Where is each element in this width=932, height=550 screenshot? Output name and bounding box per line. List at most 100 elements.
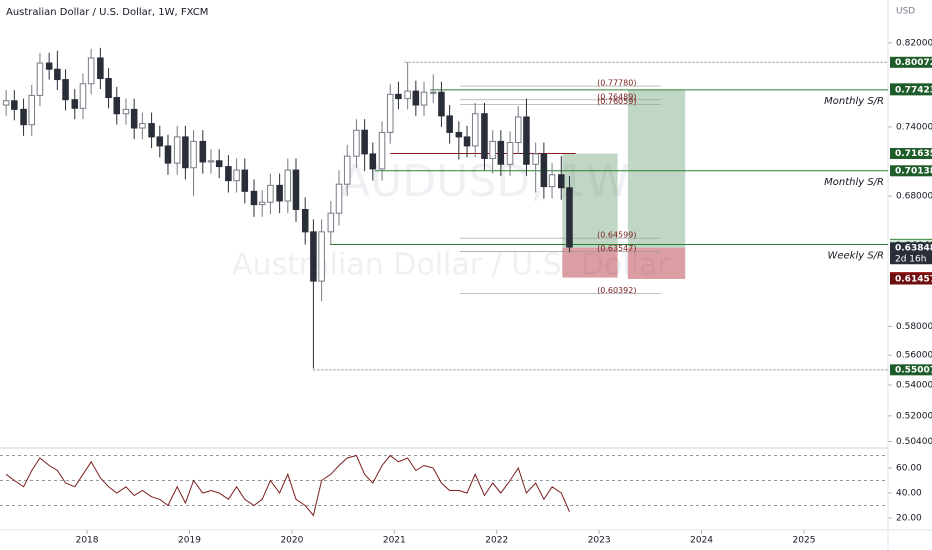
candle-body bbox=[429, 91, 437, 94]
candle-body bbox=[139, 123, 146, 129]
candle-body bbox=[548, 174, 556, 188]
candle-body bbox=[446, 115, 453, 133]
fib-label: (0.60392) bbox=[597, 286, 636, 295]
x-tick-label: 2018 bbox=[76, 536, 99, 546]
fib-label: (0.63547) bbox=[597, 244, 636, 253]
candle-body bbox=[514, 116, 522, 144]
candle-body bbox=[471, 113, 479, 147]
candle-body bbox=[54, 68, 61, 81]
x-tick-label: 2024 bbox=[690, 536, 713, 546]
x-tick-label: 2019 bbox=[178, 536, 201, 546]
candle-body bbox=[164, 145, 172, 164]
rsi-line bbox=[5, 454, 570, 517]
candle-body bbox=[404, 90, 411, 100]
position-loss bbox=[627, 247, 686, 280]
price-tag bbox=[890, 56, 932, 68]
candle-body bbox=[506, 142, 514, 165]
x-tick-label: 2025 bbox=[793, 536, 816, 546]
candle-body bbox=[558, 174, 565, 189]
y-tick-label: 0.52000 bbox=[896, 411, 932, 421]
candle-body bbox=[215, 160, 223, 168]
x-tick-label: 2023 bbox=[588, 536, 611, 546]
fib-label: (0.77780) bbox=[597, 79, 636, 88]
rsi-tick-label: 20.00 bbox=[896, 514, 922, 524]
position-profit bbox=[627, 89, 686, 248]
candle-body bbox=[2, 100, 10, 106]
y-tick-label: 0.58000 bbox=[896, 322, 932, 332]
price-tag-label: 0.61457 bbox=[895, 275, 932, 285]
candle-body bbox=[148, 123, 155, 138]
candle-body bbox=[190, 140, 197, 169]
candle-body bbox=[182, 136, 189, 169]
candle-body bbox=[438, 91, 445, 117]
y-tick-label: 0.54000 bbox=[896, 380, 932, 390]
candle-body bbox=[463, 136, 471, 147]
candle-body bbox=[276, 184, 283, 202]
price-tag-label: 0.71635 bbox=[895, 149, 932, 159]
candle-body bbox=[318, 231, 325, 282]
y-tick-label: 0.74000 bbox=[896, 122, 932, 132]
candle-body bbox=[105, 78, 112, 99]
candle-body bbox=[292, 169, 300, 211]
candle-body bbox=[566, 187, 573, 248]
candle-body bbox=[335, 183, 343, 214]
candle-body bbox=[481, 113, 488, 159]
candle-body bbox=[353, 129, 360, 157]
rsi-tick-label: 60.00 bbox=[896, 464, 922, 474]
candle-body bbox=[395, 93, 402, 100]
price-tag-label: 0.63848 bbox=[895, 243, 932, 253]
candle-body bbox=[310, 231, 317, 282]
candle-body bbox=[412, 90, 420, 106]
candle-body bbox=[301, 209, 309, 233]
candle-body bbox=[532, 153, 539, 165]
candle-body bbox=[225, 166, 232, 182]
price-tag bbox=[890, 364, 932, 376]
candle-body bbox=[62, 79, 69, 101]
candle-body bbox=[489, 140, 496, 159]
price-tag-label: 0.70138 bbox=[895, 166, 932, 176]
candle-body bbox=[71, 99, 79, 109]
sr-label: Monthly S/R bbox=[824, 96, 884, 107]
candle-body bbox=[523, 116, 530, 165]
price-tag bbox=[890, 147, 932, 159]
fib-label: (0.76059) bbox=[597, 97, 636, 106]
price-tag-label: 0.77423 bbox=[895, 85, 932, 95]
candle-body bbox=[36, 62, 44, 96]
candle-body bbox=[378, 131, 386, 170]
candle-body bbox=[79, 83, 87, 109]
candle-body bbox=[250, 190, 258, 206]
price-tag-label: 0.80072 bbox=[895, 58, 932, 68]
y-tick-label: 0.56000 bbox=[896, 351, 932, 361]
candle-body bbox=[420, 91, 428, 106]
candle-body bbox=[327, 212, 335, 233]
watermark-name: Australian Dollar / U.S. Dollar bbox=[232, 248, 670, 283]
candle-body bbox=[87, 57, 95, 85]
sr-label: Weekly S/R bbox=[827, 251, 884, 262]
candle-body bbox=[207, 160, 215, 163]
candle-body bbox=[28, 94, 36, 126]
candle-body bbox=[386, 93, 394, 133]
candle-body bbox=[122, 108, 130, 115]
candle-body bbox=[11, 100, 18, 110]
candle-body bbox=[233, 169, 240, 182]
x-tick-label: 2022 bbox=[485, 536, 508, 546]
sr-label: Monthly S/R bbox=[824, 177, 884, 188]
candle-body bbox=[199, 140, 207, 163]
candle-body bbox=[97, 57, 104, 80]
currency: USD bbox=[896, 7, 915, 17]
candle-body bbox=[241, 169, 249, 192]
candle-body bbox=[267, 184, 274, 203]
candle-body bbox=[540, 153, 548, 188]
y-tick-label: 0.68000 bbox=[896, 192, 932, 202]
x-tick-label: 2021 bbox=[383, 536, 406, 546]
candle-body bbox=[20, 108, 27, 126]
rsi-tick-label: 40.00 bbox=[896, 489, 922, 499]
candle-body bbox=[343, 155, 351, 185]
position-loss bbox=[562, 247, 618, 278]
price-tag bbox=[890, 165, 932, 177]
price-tag-label: 0.55007 bbox=[895, 365, 932, 375]
price-countdown: 2d 16h bbox=[895, 254, 926, 264]
candle-body bbox=[258, 201, 266, 206]
fib-label: (0.76489) bbox=[597, 92, 636, 101]
